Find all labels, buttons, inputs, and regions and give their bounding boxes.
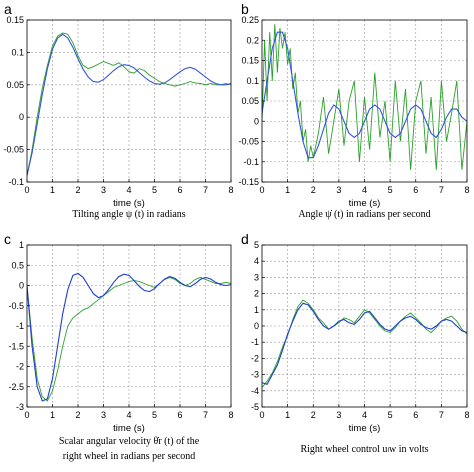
x-tick-label: 4: [126, 185, 131, 195]
panel-letter: b: [241, 1, 249, 17]
x-tick-label: 3: [101, 185, 106, 195]
y-tick-label: 1: [254, 305, 259, 315]
panel-caption: right wheel in radians per second: [63, 451, 195, 462]
panel-letter: c: [4, 231, 11, 247]
x-axis-label: time (s): [113, 423, 145, 434]
x-tick-label: 5: [152, 185, 157, 195]
y-tick-label: -3: [16, 402, 24, 412]
x-axis-label: time (s): [349, 423, 381, 434]
x-tick-label: 8: [464, 185, 469, 195]
x-axis-label: time (s): [113, 198, 145, 209]
y-tick-label: 0.1: [11, 47, 24, 57]
x-tick-label: 7: [203, 185, 208, 195]
x-tick-label: 7: [439, 410, 444, 420]
series-line-1: [262, 299, 467, 388]
x-tick-label: 1: [285, 410, 290, 420]
series-line-2: [262, 302, 467, 385]
panel-letter: d: [241, 231, 249, 247]
y-tick-label: -0.05: [238, 137, 259, 147]
x-tick-label: 5: [388, 410, 393, 420]
y-tick-label: -2.5: [8, 382, 24, 392]
panel-c: c 0 1 2 3 4 5 6 7 8 -3 -2.5 -2 -1.5 -1 -0.5 0 0.5 1 time (s…: [4, 231, 234, 462]
y-tick-label: 0.05: [241, 96, 259, 106]
y-tick-label: -0.5: [8, 301, 24, 311]
y-tick-label: 0.25: [241, 15, 259, 25]
y-tick-label: 0: [19, 281, 24, 291]
y-tick-label: 0: [254, 321, 259, 331]
y-tick-label: 0: [254, 116, 259, 126]
x-tick-label: 1: [50, 410, 55, 420]
x-tick-label: 4: [362, 185, 367, 195]
y-tick-label: 5: [254, 240, 259, 250]
y-tick-label: -2: [251, 353, 259, 363]
y-tick-label: -1: [16, 321, 24, 331]
x-tick-label: 4: [126, 410, 131, 420]
x-tick-label: 6: [177, 410, 182, 420]
y-tick-label: 2: [254, 289, 259, 299]
x-tick-label: 5: [152, 410, 157, 420]
x-tick-label: 7: [439, 185, 444, 195]
y-tick-label: -1: [251, 337, 259, 347]
panel-caption: Angle ψ̇ (t) in radians per second: [298, 209, 430, 220]
y-tick-label: -3: [251, 370, 259, 380]
series-line-1: [27, 32, 231, 176]
y-tick-label: -1.5: [8, 341, 24, 351]
series-line-2: [27, 33, 231, 176]
x-tick-label: 1: [285, 185, 290, 195]
x-tick-label: 2: [311, 185, 316, 195]
y-tick-label: 0.1: [246, 76, 259, 86]
y-tick-label: 4: [254, 256, 259, 266]
panel-caption: Tilting angle ψ (t) in radians: [72, 209, 185, 220]
x-tick-label: 2: [75, 410, 80, 420]
panel-caption: Right wheel control uₗw in volts: [300, 444, 428, 455]
panel-caption: Scalar angular velocity θ̇r (t) of the: [59, 436, 200, 447]
x-tick-label: 8: [464, 410, 469, 420]
y-tick-label: -0.1: [243, 157, 259, 167]
x-tick-label: 0: [24, 410, 29, 420]
y-tick-label: 0: [19, 112, 24, 122]
y-tick-label: 0.2: [246, 35, 259, 45]
y-tick-label: 0.5: [11, 260, 24, 270]
y-tick-label: -0.1: [8, 177, 24, 187]
y-tick-label: -4: [251, 386, 259, 396]
x-tick-label: 6: [177, 185, 182, 195]
x-tick-label: 2: [311, 410, 316, 420]
y-tick-label: -5: [251, 402, 259, 412]
panel-d: d 0 1 2 3 4 5 6 7 8 -5 -4 -3 -2 -1 0 1 2 3 4 5 time (s) Right …: [241, 231, 470, 455]
series-line-1: [27, 276, 231, 402]
x-tick-label: 6: [413, 410, 418, 420]
y-tick-label: -0.15: [238, 177, 259, 187]
x-tick-label: 3: [336, 185, 341, 195]
panel-letter: a: [4, 1, 12, 17]
x-tick-label: 7: [203, 410, 208, 420]
y-tick-label: 0.15: [241, 56, 259, 66]
y-tick-label: -2: [16, 362, 24, 372]
series-line-1: [262, 24, 467, 170]
y-tick-label: 0.05: [6, 80, 24, 90]
x-tick-label: 3: [336, 410, 341, 420]
series-line-2: [27, 272, 231, 402]
x-tick-label: 0: [24, 185, 29, 195]
x-tick-label: 8: [228, 410, 233, 420]
panel-a: a 0 1 2 3 4 5 6 7 8 -0.1 -0.05 0 0.05 0.1 0.15 time (s)T…: [3, 1, 233, 220]
y-tick-label: 1: [19, 240, 24, 250]
y-tick-label: 3: [254, 272, 259, 282]
x-tick-label: 5: [388, 185, 393, 195]
y-tick-label: 0.15: [6, 15, 24, 25]
x-axis-label: time (s): [349, 198, 381, 209]
series-line-2: [262, 31, 467, 159]
x-tick-label: 8: [228, 185, 233, 195]
x-tick-label: 1: [50, 185, 55, 195]
x-tick-label: 4: [362, 410, 367, 420]
panel-b: b 0 1 2 3 4 5 6 7 8 -0.15 -0.1 -0.05 0 0.05 0.1 0.15 0.2 0…: [238, 1, 469, 220]
x-tick-label: 3: [101, 410, 106, 420]
x-tick-label: 0: [259, 410, 264, 420]
x-tick-label: 2: [75, 185, 80, 195]
x-tick-label: 6: [413, 185, 418, 195]
x-tick-label: 0: [259, 185, 264, 195]
y-tick-label: -0.05: [3, 145, 24, 155]
